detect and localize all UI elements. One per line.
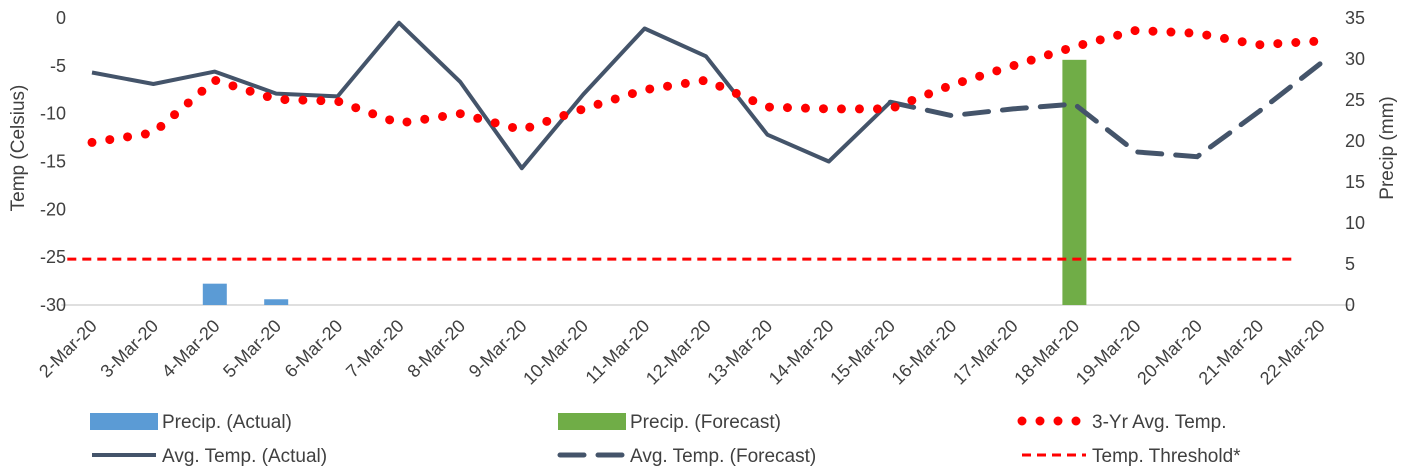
legend-label: 3-Yr Avg. Temp. xyxy=(1092,412,1226,433)
bar-precip-actual xyxy=(264,299,289,305)
x-tick-label: 2-Mar-20 xyxy=(35,316,101,382)
y-right-tick-label: 0 xyxy=(1345,295,1355,315)
x-tick-label: 17-Mar-20 xyxy=(949,316,1022,389)
x-tick-label: 10-Mar-20 xyxy=(519,316,592,389)
y-left-tick-label: -25 xyxy=(40,247,66,267)
x-tick-label: 13-Mar-20 xyxy=(703,316,776,389)
series-line-avg-temp-actual xyxy=(91,20,892,171)
x-tick-label: 16-Mar-20 xyxy=(888,316,961,389)
y-right-tick-label: 25 xyxy=(1345,90,1365,110)
legend-item: Avg. Temp. (Forecast) xyxy=(557,446,816,467)
bars xyxy=(202,59,1087,305)
bar-precip-actual xyxy=(202,283,227,305)
y-right-tick-label: 5 xyxy=(1345,254,1355,274)
x-tick-label: 12-Mar-20 xyxy=(642,316,715,389)
y-left-tick-labels: 0 -5 -10 -15 -20 -25 -30 xyxy=(40,8,66,315)
x-tick-labels: 2-Mar-203-Mar-204-Mar-205-Mar-206-Mar-20… xyxy=(35,316,1329,389)
legend-item: Precip. (Actual) xyxy=(90,412,292,433)
y-right-tick-label: 30 xyxy=(1345,49,1365,69)
y-right-tick-label: 20 xyxy=(1345,131,1365,151)
x-tick-label: 14-Mar-20 xyxy=(765,316,838,389)
x-tick-label: 11-Mar-20 xyxy=(582,316,654,388)
x-tick-label: 4-Mar-20 xyxy=(158,316,224,382)
y-left-tick-label: -20 xyxy=(40,199,66,219)
legend-label: Temp. Threshold* xyxy=(1092,446,1241,467)
bar-precip-forecast xyxy=(1062,59,1087,305)
x-tick-label: 7-Mar-20 xyxy=(342,316,408,382)
legend-swatch xyxy=(90,413,158,430)
x-tick-label: 21-Mar-20 xyxy=(1195,316,1268,389)
x-tick-label: 19-Mar-20 xyxy=(1072,316,1145,389)
y-left-tick-label: -15 xyxy=(40,152,66,172)
y-left-tick-label: -10 xyxy=(40,104,66,124)
y-right-tick-label: 10 xyxy=(1345,213,1365,233)
series-line-avg-temp-forecast xyxy=(887,61,1323,160)
legend-item: Avg. Temp. (Actual) xyxy=(92,446,327,467)
legend-label: Avg. Temp. (Actual) xyxy=(162,446,327,467)
legend-item: 3-Yr Avg. Temp. xyxy=(1017,412,1226,433)
x-tick-label: 20-Mar-20 xyxy=(1133,316,1206,389)
legend-label: Precip. (Actual) xyxy=(162,412,292,433)
series-line-3-yr-avg-temp xyxy=(87,25,1325,147)
legend-label: Avg. Temp. (Forecast) xyxy=(630,446,816,467)
legend-swatch xyxy=(558,413,626,430)
y-right-tick-label: 15 xyxy=(1345,172,1365,192)
y2-axis-title: Precip (mm) xyxy=(1377,96,1398,199)
x-tick-label: 18-Mar-20 xyxy=(1010,316,1083,389)
y-left-tick-label: 0 xyxy=(56,8,66,28)
series-lines xyxy=(67,20,1325,261)
x-tick-label: 8-Mar-20 xyxy=(403,316,469,382)
x-tick-label: 15-Mar-20 xyxy=(826,316,899,389)
x-tick-label: 3-Mar-20 xyxy=(96,316,162,382)
y-left-tick-label: -5 xyxy=(50,56,66,76)
legend-item: Precip. (Forecast) xyxy=(558,412,781,433)
y-right-tick-labels: 35 30 25 20 15 10 5 0 xyxy=(1345,8,1365,315)
x-tick-label: 22-Mar-20 xyxy=(1256,316,1329,389)
x-tick-label: 6-Mar-20 xyxy=(281,316,347,382)
y-axis-title: Temp (Celsius) xyxy=(8,85,29,212)
legend-item: Temp. Threshold* xyxy=(1022,446,1241,467)
y-left-tick-label: -30 xyxy=(40,295,66,315)
legend-label: Precip. (Forecast) xyxy=(630,412,781,433)
y-right-tick-label: 35 xyxy=(1345,8,1365,28)
legend: Precip. (Actual) Precip. (Forecast) 3-Yr A… xyxy=(90,412,1241,467)
x-tick-label: 5-Mar-20 xyxy=(219,316,285,382)
